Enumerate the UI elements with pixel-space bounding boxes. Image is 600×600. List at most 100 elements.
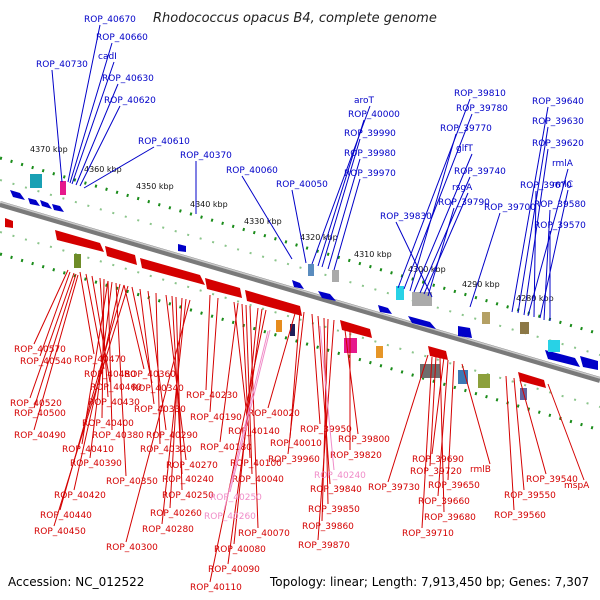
reverse-gene-label[interactable]: ROP_40540 (20, 357, 72, 367)
reverse-gene-label[interactable]: ROP_40020 (248, 409, 300, 419)
reverse-gene-label[interactable]: ROP_40350 (106, 477, 158, 487)
reverse-gene-label[interactable]: mspA (564, 481, 590, 491)
reverse-gene-label[interactable]: ROP_40400 (82, 419, 134, 429)
feature-block[interactable] (478, 374, 490, 388)
forward-gene-label[interactable]: ROP_39640 (532, 97, 584, 107)
reverse-gene-label[interactable]: ROP_40190 (190, 413, 242, 423)
reverse-gene-label[interactable]: ROP_39560 (494, 511, 546, 521)
pseudogene-label[interactable]: ROP_40260 (204, 512, 256, 522)
feature-block[interactable] (332, 270, 339, 282)
reverse-gene-label[interactable]: ROP_40450 (34, 527, 86, 537)
reverse-gene-label[interactable]: ROP_39680 (424, 513, 476, 523)
pseudogene-label[interactable]: ROP_40240 (314, 471, 366, 481)
forward-gene-label[interactable]: ROP_40620 (104, 96, 156, 106)
forward-gene-label[interactable]: ROP_39630 (532, 117, 584, 127)
forward-gene-label[interactable]: ROP_39990 (344, 129, 396, 139)
reverse-gene-label[interactable]: ROP_39840 (310, 485, 362, 495)
forward-gene-label[interactable]: glfT (456, 144, 473, 154)
forward-gene-label[interactable]: ROP_40050 (276, 180, 328, 190)
forward-gene-label[interactable]: ROP_40670 (84, 15, 136, 25)
forward-gene[interactable] (178, 244, 186, 252)
reverse-gene-label[interactable]: ROP_39730 (368, 483, 420, 493)
forward-gene-label[interactable]: ROP_40060 (226, 166, 278, 176)
reverse-gene-label[interactable]: ROP_39870 (298, 541, 350, 551)
reverse-gene-label[interactable]: ROP_40390 (70, 459, 122, 469)
forward-gene-label[interactable]: ROP_39980 (344, 149, 396, 159)
forward-gene[interactable] (580, 356, 598, 370)
feature-block[interactable] (396, 286, 404, 300)
reverse-gene-label[interactable]: ROP_39550 (504, 491, 556, 501)
reverse-gene-label[interactable]: ROP_40240 (162, 475, 214, 485)
forward-gene[interactable] (28, 198, 40, 206)
reverse-gene-label[interactable]: ROP_39720 (410, 467, 462, 477)
reverse-gene-label[interactable]: ROP_40320 (140, 445, 192, 455)
reverse-gene[interactable] (518, 372, 546, 388)
forward-gene-label[interactable]: cadI (98, 52, 117, 62)
reverse-gene-label[interactable]: ROP_40500 (14, 409, 66, 419)
reverse-gene[interactable] (105, 246, 137, 265)
reverse-gene-label[interactable]: ROP_40230 (186, 391, 238, 401)
forward-gene-label[interactable]: ROP_39620 (532, 139, 584, 149)
forward-gene-label[interactable]: ROP_39970 (344, 169, 396, 179)
feature-block[interactable] (376, 346, 383, 358)
forward-gene-label[interactable]: ROP_39780 (456, 104, 508, 114)
reverse-gene-label[interactable]: ROP_40430 (88, 398, 140, 408)
reverse-gene-label[interactable]: ROP_39860 (302, 522, 354, 532)
forward-gene[interactable] (10, 190, 25, 200)
forward-gene-label[interactable]: ROP_40630 (102, 74, 154, 84)
forward-gene-label[interactable]: aroT (354, 96, 375, 106)
feature-block[interactable] (412, 292, 432, 306)
forward-gene-label[interactable]: ROP_40610 (138, 137, 190, 147)
forward-gene-label[interactable]: ROP_40000 (348, 110, 400, 120)
reverse-gene-label[interactable]: ROP_40420 (54, 491, 106, 501)
reverse-gene-label[interactable]: ROP_40070 (238, 529, 290, 539)
feature-block[interactable] (276, 320, 282, 332)
forward-gene[interactable] (545, 350, 580, 367)
forward-gene-label[interactable]: ROP_39740 (454, 167, 506, 177)
reverse-gene-label[interactable]: ROP_40270 (166, 461, 218, 471)
reverse-gene-label[interactable]: ROP_40110 (190, 583, 242, 593)
reverse-gene-label[interactable]: ROP_40380 (92, 431, 144, 441)
forward-gene-label[interactable]: rsgA (452, 183, 473, 193)
reverse-gene-label[interactable]: ROP_40010 (270, 439, 322, 449)
forward-gene-label[interactable]: ROP_40370 (180, 151, 232, 161)
reverse-gene-label[interactable]: ROP_40520 (10, 399, 62, 409)
reverse-gene-label[interactable]: ROP_39960 (268, 455, 320, 465)
forward-gene-label[interactable]: ROP_39700 (484, 203, 536, 213)
feature-block[interactable] (74, 254, 81, 268)
reverse-gene[interactable] (140, 258, 205, 285)
forward-gene-label[interactable]: rmlA (552, 159, 574, 169)
reverse-gene-label[interactable]: ROP_39800 (338, 435, 390, 445)
reverse-gene-label[interactable]: rmlB (470, 465, 491, 475)
feature-block[interactable] (60, 181, 66, 195)
reverse-gene-label[interactable]: ROP_40260 (150, 509, 202, 519)
feature-block[interactable] (290, 324, 295, 336)
forward-gene-label[interactable]: ROP_40660 (96, 33, 148, 43)
reverse-gene[interactable] (5, 218, 13, 228)
reverse-gene-label[interactable]: ROP_40180 (200, 443, 252, 453)
reverse-gene-label[interactable]: ROP_39820 (330, 451, 382, 461)
reverse-gene-label[interactable]: ROP_39650 (428, 481, 480, 491)
reverse-gene-label[interactable]: ROP_40330 (134, 405, 186, 415)
reverse-gene-label[interactable]: ROP_40470 (74, 355, 126, 365)
forward-gene[interactable] (40, 200, 52, 209)
reverse-gene-label[interactable]: ROP_40410 (62, 445, 114, 455)
reverse-gene-label[interactable]: ROP_39710 (402, 529, 454, 539)
feature-block[interactable] (458, 370, 468, 384)
forward-gene-label[interactable]: rmlC (552, 180, 573, 190)
forward-gene[interactable] (458, 326, 472, 338)
feature-block[interactable] (30, 174, 42, 188)
forward-gene-label[interactable]: ROP_39770 (440, 124, 492, 134)
forward-gene-label[interactable]: ROP_39580 (534, 200, 586, 210)
reverse-gene-label[interactable]: ROP_40300 (106, 543, 158, 553)
reverse-gene-label[interactable]: ROP_40090 (208, 565, 260, 575)
reverse-gene[interactable] (55, 230, 104, 252)
forward-gene-label[interactable]: ROP_39790 (438, 198, 490, 208)
reverse-gene-label[interactable]: ROP_39540 (526, 475, 578, 485)
reverse-gene-label[interactable]: ROP_40490 (14, 431, 66, 441)
forward-gene-label[interactable]: ROP_39570 (534, 221, 586, 231)
feature-block[interactable] (308, 264, 314, 276)
feature-block[interactable] (548, 340, 560, 352)
reverse-gene[interactable] (428, 346, 448, 360)
reverse-gene-label[interactable]: ROP_40040 (232, 475, 284, 485)
